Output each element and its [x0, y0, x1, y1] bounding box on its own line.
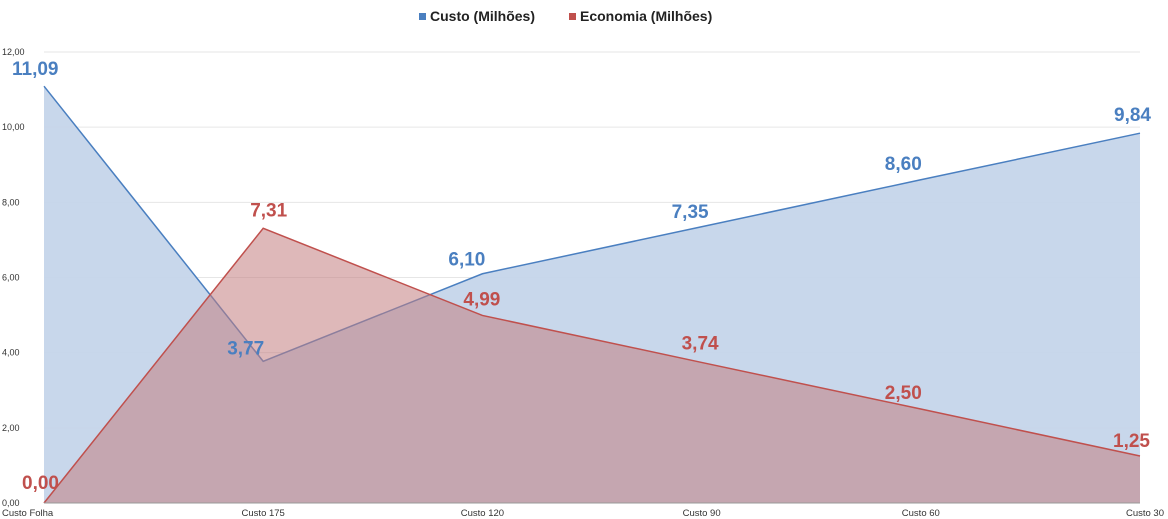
- data-label: 7,31: [250, 200, 287, 221]
- y-tick-label: 0,00: [2, 498, 20, 508]
- data-label: 1,25: [1113, 431, 1150, 452]
- data-label: 7,35: [672, 202, 709, 223]
- x-tick-label: Custo 90: [683, 508, 721, 519]
- x-tick-label: Custo 120: [461, 508, 504, 519]
- legend-swatch: [419, 13, 426, 20]
- y-tick-label: 6,00: [2, 273, 20, 283]
- area-layer: [43, 85, 1141, 504]
- series-line-1: [43, 227, 1141, 504]
- legend-label: Economia (Milhões): [580, 8, 712, 24]
- legend-label: Custo (Milhões): [430, 8, 535, 24]
- x-tick-label: Custo 175: [242, 508, 285, 519]
- y-tick-label: 4,00: [2, 348, 20, 358]
- y-tick-label: 12,00: [2, 47, 25, 57]
- axis-layer: 0,00 2,00 4,00 6,00 8,00 10,00 12,00 Custo Folh…: [2, 47, 1164, 519]
- x-tick-label: Custo 60: [902, 508, 940, 519]
- data-label: 0,00: [22, 473, 59, 494]
- data-label: 6,10: [448, 250, 485, 271]
- data-label-layer: 11,09 3,77 6,10 7,35 8,60 9,84 0,00 7,31 4,99 3,7…: [12, 59, 1151, 494]
- x-tick-label: Custo 30: [1126, 508, 1164, 519]
- legend: Custo (Milhões) Economia (Milhões): [419, 8, 712, 24]
- y-tick-label: 10,00: [2, 122, 25, 132]
- data-label: 3,77: [227, 338, 264, 359]
- data-label: 9,84: [1114, 105, 1151, 126]
- data-label: 3,74: [682, 333, 719, 354]
- y-tick-label: 8,00: [2, 197, 20, 207]
- data-label: 8,60: [885, 154, 922, 175]
- x-tick-label: Custo Folha: [2, 508, 54, 519]
- data-label: 4,99: [463, 289, 500, 310]
- legend-swatch: [569, 13, 576, 20]
- data-label: 2,50: [885, 383, 922, 404]
- series-area-1: [44, 228, 1140, 503]
- data-label: 11,09: [12, 59, 59, 80]
- y-tick-label: 2,00: [2, 423, 20, 433]
